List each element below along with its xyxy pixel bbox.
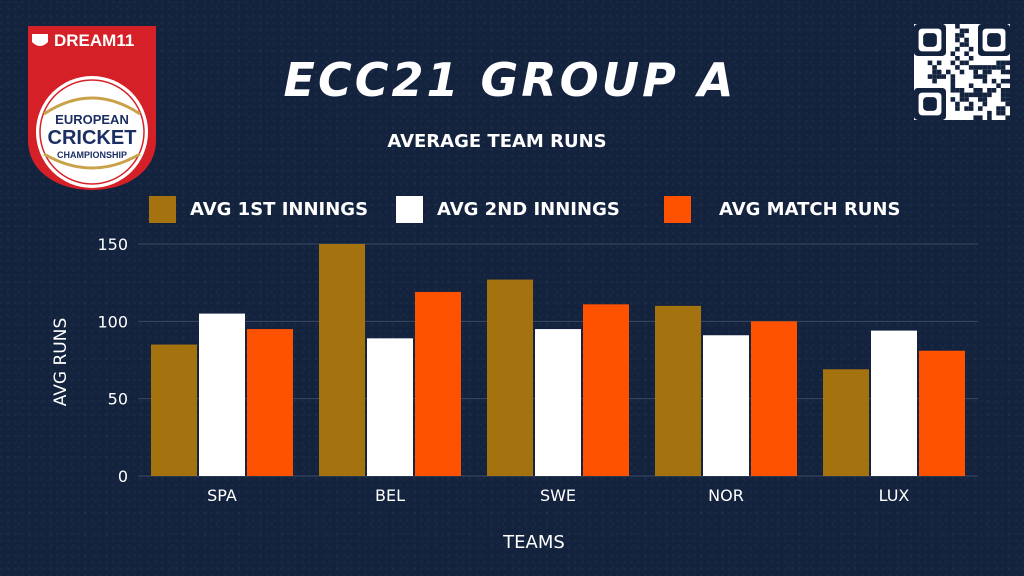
legend-item-1st-innings: AVG 1ST INNINGS bbox=[149, 192, 368, 226]
logo-line1: EUROPEAN bbox=[55, 112, 129, 127]
helmet-icon bbox=[32, 34, 48, 46]
bar-lux-series-2 bbox=[871, 330, 917, 476]
x-tick-label: LUX bbox=[879, 486, 910, 505]
bar-bel-series-2 bbox=[367, 338, 413, 476]
dream11-ecc-logo: DREAM11 EUROPEAN CRICKET CHAMPIONSHIP bbox=[28, 26, 156, 190]
bar-swe-series-1 bbox=[487, 279, 533, 476]
bar-swe-series-3 bbox=[583, 304, 629, 476]
chart-subtitle: AVERAGE TEAM RUNS bbox=[387, 131, 607, 152]
legend-swatch-match-runs bbox=[664, 195, 691, 223]
qr-code-icon bbox=[914, 24, 1010, 120]
x-tick-label: BEL bbox=[375, 486, 405, 505]
chart-title: ECC21 GROUP A bbox=[283, 53, 737, 107]
bar-chart: 0 50 100 150 SPA BEL SWE NOR LUX bbox=[97, 235, 978, 505]
y-tick-label: 150 bbox=[97, 235, 128, 254]
logo-line2: CRICKET bbox=[48, 127, 137, 149]
bar-lux-series-3 bbox=[919, 350, 965, 476]
bar-nor-series-1 bbox=[655, 305, 701, 476]
y-tick-label: 0 bbox=[118, 467, 128, 486]
logo-brand: DREAM11 bbox=[54, 31, 134, 50]
bar-nor-series-3 bbox=[751, 321, 797, 476]
bar-spa-series-1 bbox=[151, 344, 197, 476]
bar-spa-series-3 bbox=[247, 329, 293, 476]
bar-spa-series-2 bbox=[199, 313, 245, 476]
legend-item-2nd-innings: AVG 2ND INNINGS bbox=[396, 192, 620, 226]
bar-swe-series-2 bbox=[535, 329, 581, 476]
legend-label-1st-innings: AVG 1ST INNINGS bbox=[190, 198, 369, 220]
legend-label-2nd-innings: AVG 2ND INNINGS bbox=[437, 198, 620, 220]
legend-item-match-runs: AVG MATCH RUNS bbox=[664, 192, 900, 226]
x-tick-label: NOR bbox=[708, 486, 744, 505]
x-tick-label: SWE bbox=[540, 486, 576, 505]
legend: AVG 1ST INNINGS AVG 2ND INNINGS AVG MATC… bbox=[0, 192, 1024, 226]
legend-swatch-1st-innings bbox=[149, 195, 176, 223]
x-tick-label: SPA bbox=[207, 486, 237, 505]
legend-label-match-runs: AVG MATCH RUNS bbox=[719, 198, 901, 220]
x-axis-label: TEAMS bbox=[503, 532, 565, 553]
bar-bel-series-1 bbox=[319, 244, 365, 476]
y-tick-label: 50 bbox=[108, 390, 128, 409]
y-tick-label: 100 bbox=[97, 312, 128, 331]
bar-lux-series-1 bbox=[823, 369, 869, 476]
bar-bel-series-3 bbox=[415, 291, 461, 476]
y-axis-label-wrap: AVG RUNS bbox=[26, 262, 96, 462]
logo-line3: CHAMPIONSHIP bbox=[57, 150, 127, 160]
legend-swatch-2nd-innings bbox=[396, 195, 423, 223]
y-axis-label: AVG RUNS bbox=[51, 317, 71, 407]
bar-nor-series-2 bbox=[703, 335, 749, 476]
